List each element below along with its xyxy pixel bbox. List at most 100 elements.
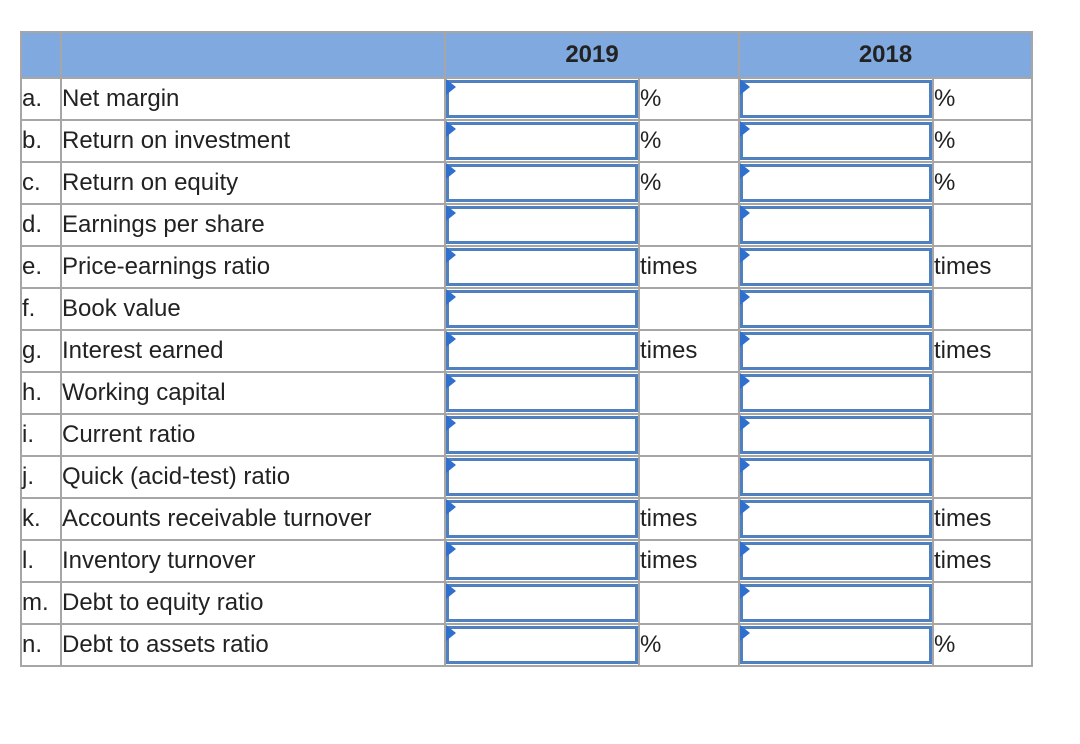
row-letter: d.: [20, 203, 62, 247]
answer-cell-2019: [444, 581, 640, 625]
flag-marker-icon: [446, 331, 456, 347]
row-label: Earnings per share: [60, 203, 446, 247]
answer-input-2018[interactable]: [740, 584, 933, 622]
answer-input-2018[interactable]: [740, 458, 933, 496]
answer-input-2018[interactable]: [740, 500, 933, 538]
answer-cell-2019: [444, 539, 640, 583]
ratio-table: 2019 2018 a. Net margin%% b. Return on inve…: [20, 31, 1034, 667]
row-label: Net margin: [60, 77, 446, 121]
answer-input-2019[interactable]: [446, 122, 638, 160]
flag-marker-icon: [740, 121, 751, 137]
row-letter: k.: [20, 497, 62, 541]
answer-input-2019[interactable]: [446, 80, 638, 118]
table-row: b. Return on investment%%: [20, 119, 1034, 163]
answer-input-2019[interactable]: [446, 290, 638, 328]
header-2019: 2019: [443, 31, 741, 79]
flag-marker-icon: [446, 625, 456, 641]
answer-input-2019[interactable]: [446, 206, 638, 244]
row-letter: h.: [20, 371, 62, 415]
answer-cell-2018: [738, 203, 935, 247]
table-row: e. Price-earnings ratio times times: [20, 245, 1034, 289]
answer-cell-2018: [738, 539, 935, 583]
answer-input-2019[interactable]: [446, 500, 638, 538]
answer-input-2019[interactable]: [446, 416, 638, 454]
flag-marker-icon: [740, 247, 751, 263]
unit-label-2018: %: [932, 119, 1034, 163]
flag-marker-icon: [740, 625, 751, 641]
flag-marker-icon: [740, 79, 751, 95]
row-label: Interest earned: [60, 329, 446, 373]
answer-input-2019[interactable]: [446, 542, 638, 580]
unit-label-2019: [637, 203, 741, 247]
table-row: c. Return on equity%%: [20, 161, 1034, 205]
answer-input-2019[interactable]: [446, 584, 638, 622]
flag-marker-icon: [446, 121, 456, 137]
answer-input-2019[interactable]: [446, 626, 638, 664]
row-letter: m.: [20, 581, 62, 625]
answer-input-2019[interactable]: [446, 248, 638, 286]
answer-input-2018[interactable]: [740, 164, 933, 202]
flag-marker-icon: [740, 163, 751, 179]
answer-input-2019[interactable]: [446, 374, 638, 412]
flag-marker-icon: [446, 583, 456, 599]
answer-input-2018[interactable]: [740, 290, 933, 328]
unit-label-2019: times: [637, 497, 741, 541]
flag-marker-icon: [446, 541, 456, 557]
answer-input-2018[interactable]: [740, 626, 933, 664]
answer-cell-2019: [444, 287, 640, 331]
answer-cell-2018: [738, 581, 935, 625]
unit-label-2019: [637, 371, 741, 415]
unit-label-2018: [932, 581, 1034, 625]
table-row: d. Earnings per share: [20, 203, 1034, 247]
answer-cell-2019: [444, 371, 640, 415]
answer-cell-2018: [738, 161, 935, 205]
row-label: Quick (acid-test) ratio: [60, 455, 446, 499]
answer-cell-2018: [738, 245, 935, 289]
answer-input-2018[interactable]: [740, 248, 933, 286]
unit-label-2019: %: [637, 161, 741, 205]
answer-cell-2018: [738, 119, 935, 163]
unit-label-2019: [637, 413, 741, 457]
answer-cell-2019: [444, 77, 640, 121]
flag-marker-icon: [446, 79, 456, 95]
unit-label-2018: [932, 455, 1034, 499]
ratio-rows: a. Net margin%% b. Return on investment%% c.…: [20, 77, 1034, 667]
answer-cell-2019: [444, 455, 640, 499]
answer-input-2018[interactable]: [740, 80, 933, 118]
table-row: h. Working capital: [20, 371, 1034, 415]
flag-marker-icon: [446, 415, 456, 431]
answer-input-2019[interactable]: [446, 332, 638, 370]
unit-label-2018: [932, 371, 1034, 415]
answer-input-2018[interactable]: [740, 416, 933, 454]
flag-marker-icon: [446, 205, 456, 221]
flag-marker-icon: [740, 373, 751, 389]
row-label: Debt to assets ratio: [60, 623, 446, 667]
unit-label-2018: times: [932, 245, 1034, 289]
unit-label-2019: %: [637, 119, 741, 163]
unit-label-2019: [637, 581, 741, 625]
answer-cell-2019: [444, 119, 640, 163]
unit-label-2018: [932, 413, 1034, 457]
header-2018: 2018: [738, 31, 1034, 79]
unit-label-2018: [932, 203, 1034, 247]
row-label: Return on equity: [60, 161, 446, 205]
table-row: f. Book value: [20, 287, 1034, 331]
answer-cell-2019: [444, 245, 640, 289]
answer-input-2018[interactable]: [740, 542, 933, 580]
answer-input-2019[interactable]: [446, 458, 638, 496]
header-blank-label: [60, 31, 446, 79]
answer-input-2018[interactable]: [740, 122, 933, 160]
table-row: l. Inventory turnover times times: [20, 539, 1034, 583]
answer-input-2019[interactable]: [446, 164, 638, 202]
answer-input-2018[interactable]: [740, 206, 933, 244]
answer-cell-2018: [738, 77, 935, 121]
answer-cell-2019: [444, 329, 640, 373]
answer-cell-2019: [444, 623, 640, 667]
row-label: Accounts receivable turnover: [60, 497, 446, 541]
answer-cell-2018: [738, 455, 935, 499]
row-label: Price-earnings ratio: [60, 245, 446, 289]
answer-input-2018[interactable]: [740, 374, 933, 412]
row-letter: e.: [20, 245, 62, 289]
answer-input-2018[interactable]: [740, 332, 933, 370]
flag-marker-icon: [740, 415, 751, 431]
